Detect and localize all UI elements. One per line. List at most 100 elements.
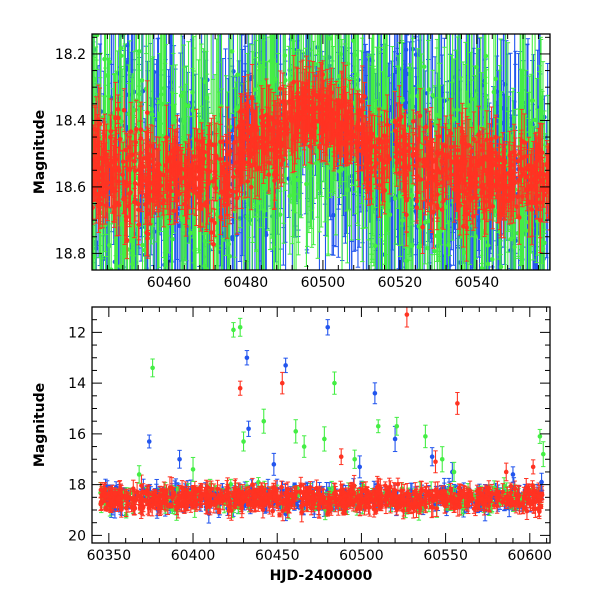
data-point: [142, 489, 147, 496]
x-tick-label: 60520: [378, 275, 423, 291]
y-tick-label: 18: [68, 478, 86, 494]
outlier-point: [325, 319, 331, 336]
x-tick-label: 60480: [224, 275, 269, 291]
outlier-point: [246, 420, 251, 437]
data-point: [256, 135, 262, 200]
data-point: [245, 164, 251, 198]
outlier-point: [510, 466, 516, 483]
outlier-point: [372, 382, 378, 405]
top-panel-lightcurve-zoom: 60460 60480 60500 60520 60540 18.2 18.4 18.6 18.…: [32, 33, 551, 381]
outlier-point: [423, 424, 428, 449]
data-point: [414, 180, 420, 222]
data-point: [418, 149, 424, 210]
data-point: [208, 220, 214, 245]
data-point: [291, 54, 297, 109]
data-point: [432, 496, 438, 503]
data-point: [373, 137, 379, 189]
data-point: [266, 157, 272, 192]
data-point: [229, 34, 235, 114]
outlier-point: [540, 441, 546, 468]
outlier-point: [150, 358, 155, 378]
bottom-panel-lightcurve-full: 60350 60400 60450 60500 60550 60600 12 14 16 18 20…: [32, 306, 553, 584]
data-point: [144, 305, 149, 381]
y-tick-label: 16: [68, 427, 86, 443]
data-point: [144, 34, 149, 55]
outlier-point: [375, 419, 381, 434]
outlier-point: [237, 380, 243, 396]
data-point: [315, 34, 320, 55]
data-point: [439, 148, 444, 174]
data-point: [477, 130, 483, 198]
outlier-point: [301, 435, 307, 458]
data-point: [216, 509, 222, 515]
data-point: [395, 477, 401, 491]
outlier-point: [283, 357, 288, 374]
y-tick-label: 20: [68, 528, 86, 544]
x-tick-label: 60500: [301, 275, 346, 291]
y-axis-label: Magnitude: [32, 110, 48, 194]
data-point: [224, 248, 230, 270]
data-point: [262, 136, 268, 167]
outlier-point: [338, 448, 344, 466]
outlier-point: [455, 391, 460, 415]
data-point: [190, 67, 195, 117]
y-tick-label: 12: [68, 325, 86, 341]
plot-area: [98, 307, 546, 524]
data-point: [417, 88, 423, 144]
data-point: [121, 88, 127, 133]
outlier-point: [231, 322, 236, 338]
y-tick-label: 18.4: [55, 113, 86, 129]
outlier-point: [293, 419, 299, 444]
outlier-point: [237, 317, 243, 337]
data-point: [362, 81, 367, 112]
data-point: [208, 34, 214, 114]
outlier-point: [404, 307, 410, 328]
x-axis-label: HJD-2400000: [270, 568, 373, 584]
outlier-point: [261, 408, 267, 434]
outlier-point: [433, 450, 438, 474]
outlier-point: [146, 434, 152, 449]
outlier-point: [357, 455, 363, 479]
data-point: [523, 505, 528, 511]
data-point: [171, 491, 176, 497]
outlier-point: [271, 452, 277, 476]
data-point: [429, 254, 435, 270]
x-tick-label: 60460: [147, 275, 192, 291]
outlier-point: [177, 449, 182, 469]
outlier-point: [241, 431, 246, 452]
data-point: [502, 214, 508, 270]
x-tick-label: 60450: [255, 548, 300, 564]
outlier-point: [322, 426, 327, 452]
data-point: [203, 241, 209, 270]
y-tick-label: 18.6: [55, 180, 86, 196]
outlier-point: [279, 371, 285, 395]
outlier-point: [244, 350, 250, 366]
x-tick-label: 60600: [508, 548, 553, 564]
outlier-point: [332, 371, 337, 395]
x-tick-label: 60350: [87, 548, 132, 564]
y-tick-label: 18.8: [55, 246, 86, 262]
data-point: [117, 490, 122, 496]
plot-area: [92, 34, 550, 381]
data-point: [212, 208, 217, 237]
data-point: [283, 506, 289, 512]
outlier-point: [190, 456, 196, 482]
x-tick-label: 60400: [171, 548, 216, 564]
y-tick-label: 14: [68, 376, 86, 392]
x-tick-label: 60550: [423, 548, 468, 564]
y-tick-label: 18.2: [55, 47, 86, 63]
outlier-point: [439, 446, 445, 473]
data-point: [120, 141, 126, 182]
x-tick-label: 60540: [455, 275, 500, 291]
data-point: [277, 512, 282, 518]
data-point: [116, 496, 121, 502]
x-tick-label: 60500: [339, 548, 384, 564]
outlier-point: [530, 459, 536, 475]
y-axis-label: Magnitude: [32, 383, 48, 467]
data-point: [217, 496, 223, 502]
data-point: [113, 255, 119, 270]
data-point: [131, 289, 136, 331]
outlier-point: [136, 465, 142, 484]
outlier-point: [352, 449, 357, 469]
